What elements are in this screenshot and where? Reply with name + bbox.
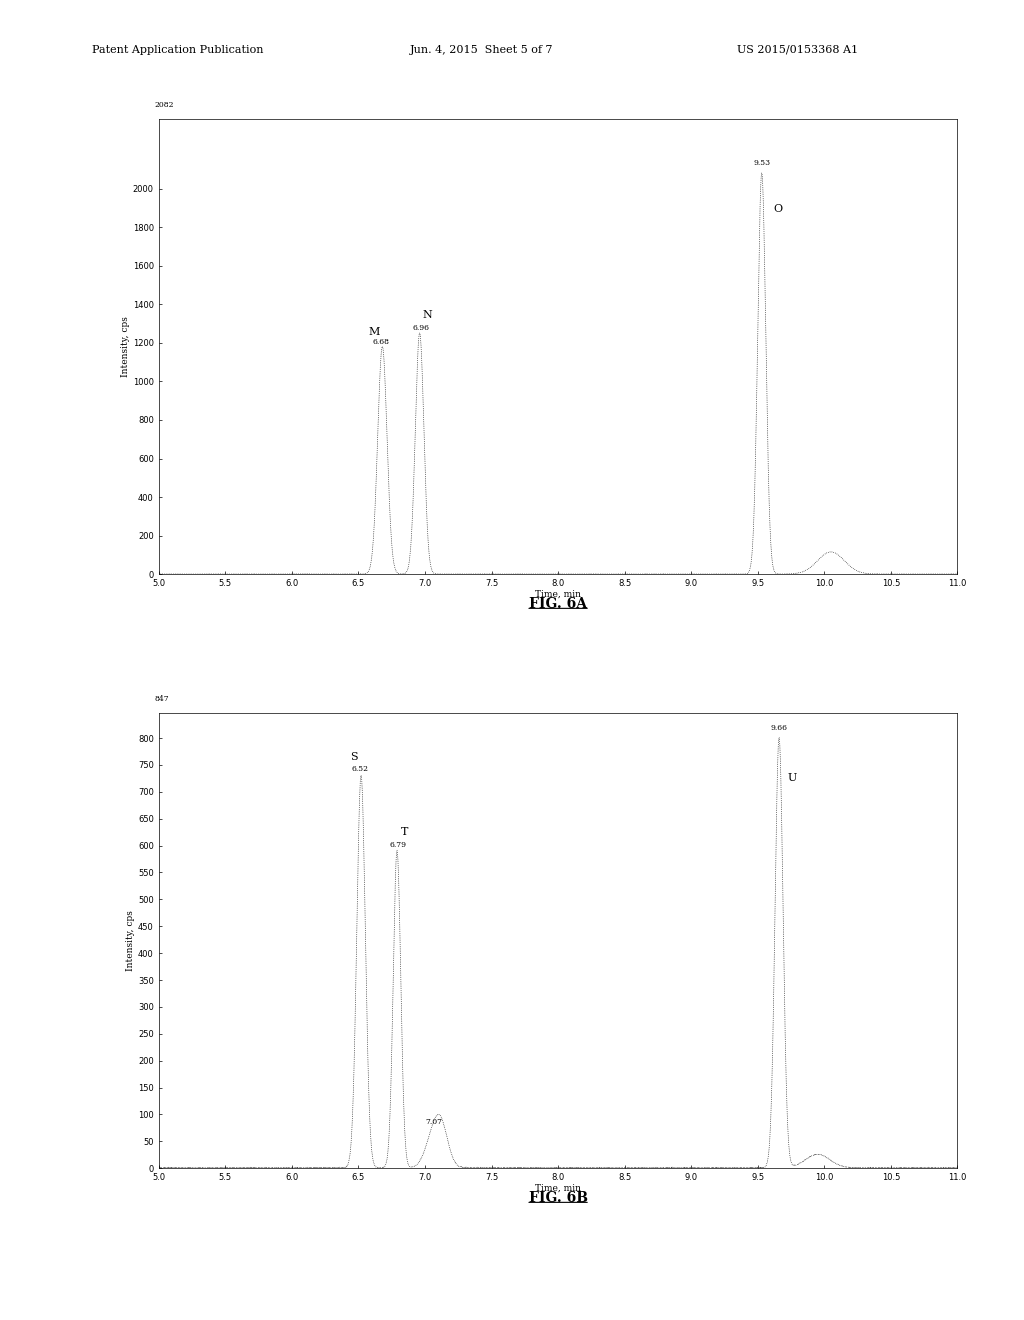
Text: N: N: [423, 310, 432, 319]
Text: 6.68: 6.68: [373, 338, 389, 346]
Text: S: S: [350, 751, 358, 762]
Text: M: M: [369, 327, 380, 337]
Text: 9.66: 9.66: [770, 723, 787, 733]
Y-axis label: Intensity, cps: Intensity, cps: [126, 909, 135, 972]
Text: 2082: 2082: [155, 102, 174, 110]
Text: 6.52: 6.52: [351, 766, 369, 774]
Text: 6.96: 6.96: [413, 325, 429, 333]
Text: Jun. 4, 2015  Sheet 5 of 7: Jun. 4, 2015 Sheet 5 of 7: [410, 45, 553, 55]
Text: T: T: [401, 826, 409, 837]
Text: 6.79: 6.79: [390, 841, 407, 849]
Text: 847: 847: [155, 696, 169, 704]
Y-axis label: Intensity, cps: Intensity, cps: [121, 315, 130, 378]
X-axis label: Time, min: Time, min: [536, 1184, 581, 1192]
Text: US 2015/0153368 A1: US 2015/0153368 A1: [737, 45, 858, 55]
Text: U: U: [787, 774, 797, 783]
Text: 9.53: 9.53: [754, 160, 770, 168]
X-axis label: Time, min: Time, min: [536, 590, 581, 598]
Text: 7.07: 7.07: [426, 1118, 442, 1126]
Text: FIG. 6B: FIG. 6B: [528, 1191, 588, 1205]
Text: Patent Application Publication: Patent Application Publication: [92, 45, 263, 55]
Text: FIG. 6A: FIG. 6A: [529, 597, 587, 611]
Text: O: O: [773, 203, 782, 214]
